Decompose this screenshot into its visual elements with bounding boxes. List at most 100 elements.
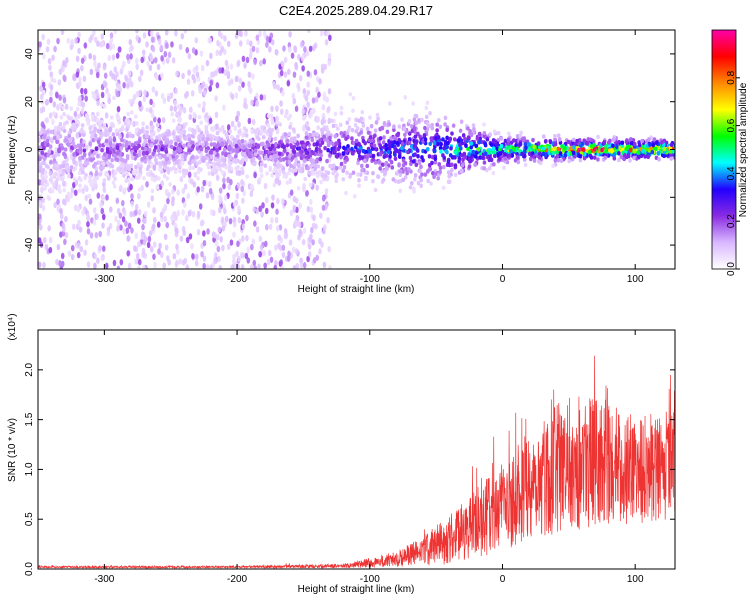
heatmap-cell [322,91,327,99]
heatmap-cell [316,164,321,169]
heatmap-cell [168,155,173,161]
heatmap-cell [240,151,245,157]
heatmap-cell [182,129,187,135]
heatmap-cell [217,206,222,214]
heatmap-cell [298,228,302,235]
heatmap-cell [64,232,69,239]
heatmap-cell [237,30,242,37]
heatmap-cell [159,140,163,146]
heatmap-cell [153,261,157,269]
heatmap-cell [215,130,220,136]
heatmap-cell [42,236,47,244]
heatmap-cell [466,135,471,140]
heatmap-cell [123,187,127,192]
heatmap-cell [94,146,99,152]
heatmap-cell [527,142,531,147]
heatmap-cell [214,136,219,142]
heatmap-cell [61,163,66,169]
heatmap-cell [175,160,179,165]
heatmap-cell [329,118,334,123]
heatmap-cell [58,94,62,101]
heatmap-cell [146,201,151,208]
heatmap-cell [233,125,238,130]
heatmap-cell [353,122,358,128]
heatmap-cell [493,153,497,159]
heatmap-cell [229,166,234,171]
heatmap-cell [372,143,377,148]
heatmap-cell [177,142,182,148]
heatmap-cell [63,147,68,152]
heatmap-cell [326,217,330,224]
heatmap-cell [214,111,219,119]
heatmap-cell [263,163,268,168]
heatmap-cell [69,172,74,179]
heatmap-cell [541,151,546,157]
heatmap-cell [167,51,172,59]
heatmap-cell [99,102,104,108]
heatmap-cell [292,71,297,78]
heatmap-cell [242,189,247,197]
heatmap-cell [424,105,429,111]
heatmap-cell [232,158,236,164]
heatmap-cell [418,134,422,139]
heatmap-cell [273,162,277,167]
heatmap-cell [283,71,288,78]
heatmap-cell [378,143,382,148]
heatmap-cell [226,40,231,48]
heatmap-cell [177,118,181,123]
heatmap-cell [115,90,120,98]
heatmap-cell [342,145,346,150]
heatmap-cell [315,184,319,191]
heatmap-cell [48,64,52,71]
heatmap-cell [158,167,162,172]
heatmap-cell [260,211,264,218]
heatmap-cell [103,72,108,79]
snr-frame [37,329,676,570]
heatmap-cell [393,156,398,161]
heatmap-cell [333,134,338,139]
heatmap-cell [270,173,274,178]
heatmap-cell [201,219,205,226]
heatmap-cell [348,92,353,97]
heatmap-cell [120,64,125,72]
heatmap-cell [303,46,307,53]
heatmap-cell [218,198,222,205]
heatmap-cell [59,208,63,215]
heatmap-cell [215,49,220,57]
heatmap-cell [472,127,476,132]
heatmap-cell [102,124,107,129]
heatmap-cell [482,166,487,171]
heatmap-cell [52,78,57,84]
heatmap-cell [641,148,645,154]
heatmap-cell [407,167,411,172]
heatmap-cell [283,113,288,119]
heatmap-cell [553,137,557,142]
heatmap-cell [232,253,236,260]
heatmap-cell [245,214,249,222]
heatmap-cell [209,79,214,87]
heatmap-cell [557,137,562,142]
heatmap-cell [317,147,322,152]
heatmap-cell [205,59,210,67]
heatmap-cell [43,170,48,175]
heatmap-cell [288,124,292,130]
heatmap-cell [280,135,285,140]
heatmap-cell [311,132,316,137]
heatmap-cell [202,262,206,269]
heatmap-cell [474,154,478,159]
heatmap-cell [276,197,280,205]
heatmap-cell [175,243,179,251]
heatmap-cell [151,113,155,119]
heatmap-cell [126,165,130,170]
heatmap-cell [289,189,294,196]
heatmap-cell [174,87,178,95]
heatmap-cell [149,172,153,177]
heatmap-cell [307,243,312,250]
heatmap-cell [42,129,47,134]
heatmap-cell [278,244,283,252]
heatmap-cell [269,256,274,263]
heatmap-cell [143,159,148,164]
heatmap-cell [41,204,46,212]
heatmap-cell [307,251,312,258]
